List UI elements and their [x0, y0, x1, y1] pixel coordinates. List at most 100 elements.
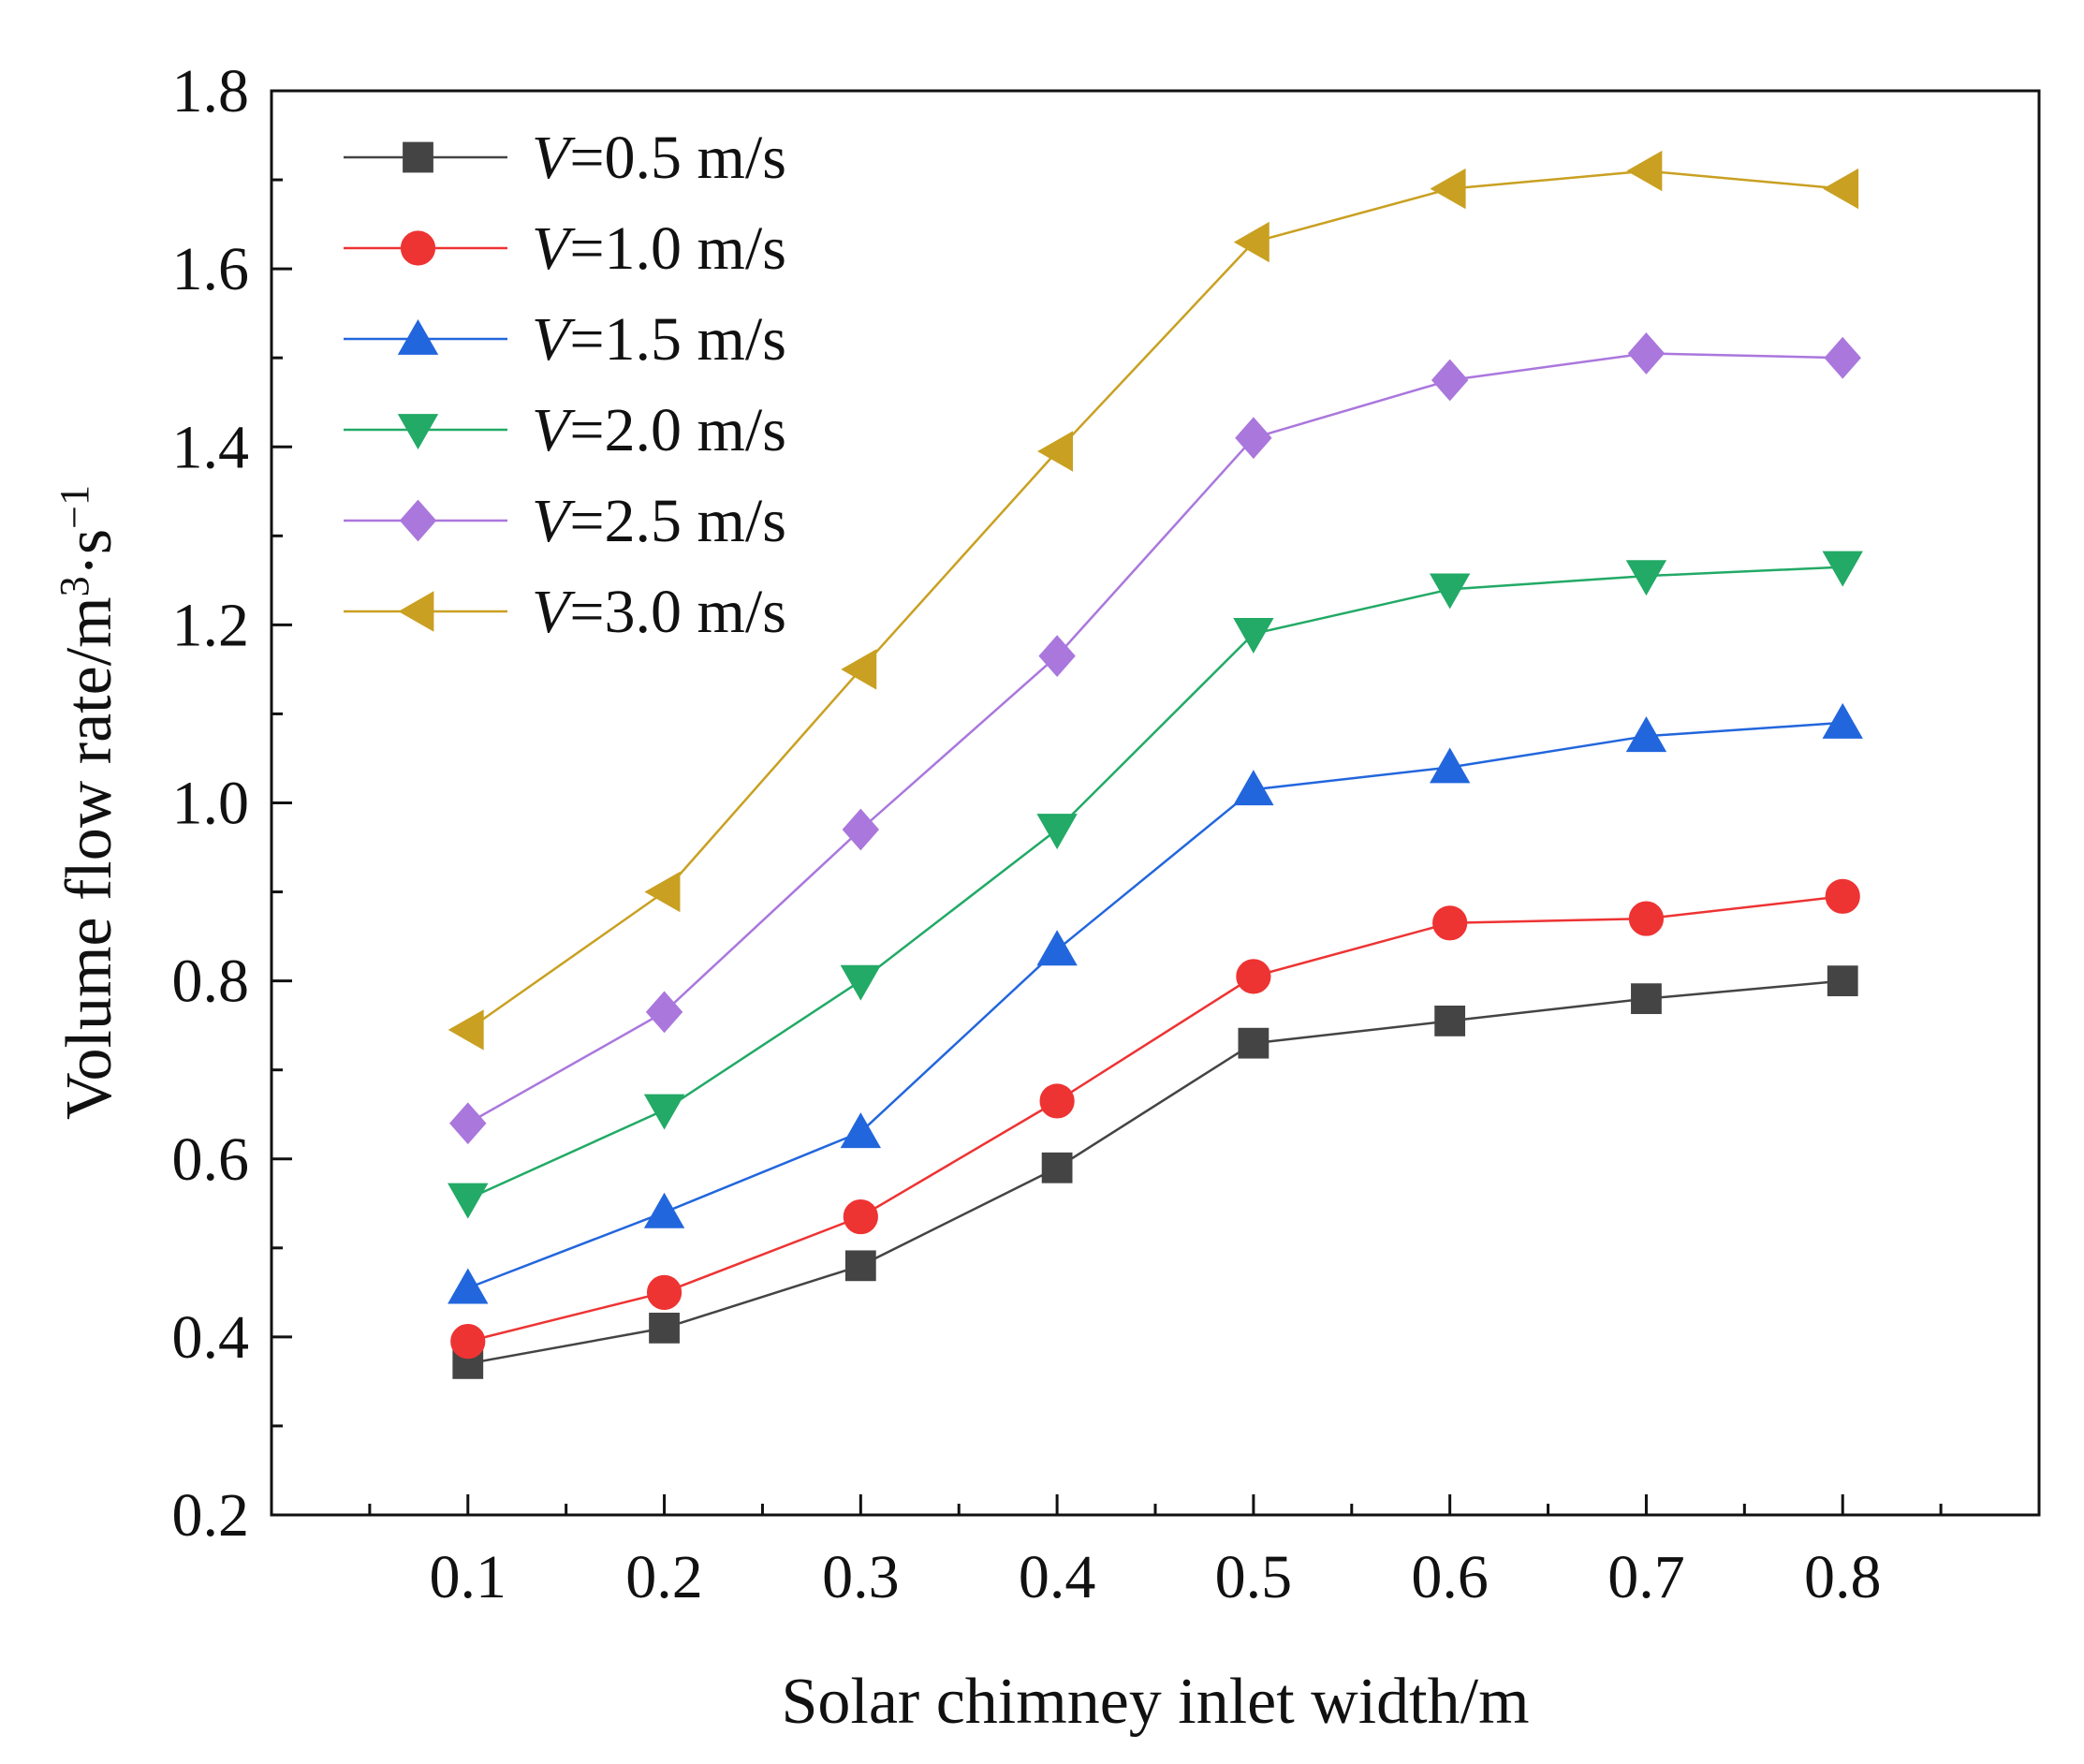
legend-entry: V=3.0 m/s: [344, 578, 786, 646]
data-point: [1432, 905, 1468, 941]
data-point: [1233, 770, 1274, 806]
legend-label-rest: =1.5 m/s: [569, 305, 786, 374]
y-tick-label: 1.2: [172, 591, 250, 659]
data-point: [1236, 959, 1271, 994]
legend-entry: V=1.0 m/s: [344, 214, 786, 283]
legend-label: V=2.5 m/s: [532, 487, 786, 555]
data-point: [843, 1198, 878, 1235]
data-point: [649, 1312, 680, 1344]
data-point: [1238, 1027, 1269, 1059]
legend-marker: [397, 414, 439, 450]
data-point: [842, 808, 880, 851]
legend-marker: [403, 141, 433, 173]
tick-marks: [272, 89, 1943, 1517]
data-point: [1038, 635, 1076, 678]
x-tick-label: 0.6: [1411, 1543, 1489, 1611]
legend-label-rest: =2.5 m/s: [569, 487, 786, 555]
legend-entry: V=2.5 m/s: [344, 487, 786, 555]
legend-label: V=2.0 m/s: [532, 396, 786, 464]
y-tick-label: 1.0: [172, 770, 250, 838]
data-point: [448, 1183, 489, 1219]
y-tick-label: 1.8: [172, 57, 250, 125]
data-point: [844, 1250, 876, 1282]
data-point: [1627, 332, 1666, 375]
x-axis-title: Solar chimney inlet width/m: [781, 1666, 1529, 1738]
data-point: [1625, 716, 1667, 753]
data-point: [1625, 560, 1667, 596]
plot-frame: [270, 89, 2041, 1517]
legend-label-italic: V: [532, 578, 576, 646]
data-point: [1827, 965, 1858, 997]
series-6: [448, 150, 1859, 1051]
data-point: [1822, 551, 1863, 587]
legend-label: V=0.5 m/s: [532, 124, 786, 192]
x-tick-label: 0.5: [1215, 1543, 1293, 1611]
legend-marker: [399, 499, 437, 542]
y-tick-label: 0.2: [172, 1481, 250, 1550]
legend-label-italic: V: [532, 487, 576, 555]
y-tick-label: 1.4: [172, 413, 250, 481]
data-point: [1233, 617, 1274, 654]
x-tick-labels: 0.1 0.2 0.3 0.4 0.5 0.6 0.7 0.8: [430, 1543, 1882, 1611]
legend-label-rest: =3.0 m/s: [569, 578, 786, 646]
data-point: [1235, 417, 1272, 460]
data-point: [1039, 1083, 1075, 1119]
x-tick-label: 0.7: [1607, 1543, 1685, 1611]
data-point: [1822, 702, 1863, 739]
data-point: [1233, 221, 1269, 263]
legend-label-rest: =0.5 m/s: [569, 124, 786, 192]
series-line: [467, 721, 1843, 1289]
data-point: [643, 1094, 685, 1130]
series-5: [449, 332, 1861, 1145]
legend-marker: [400, 230, 436, 266]
legend-label-rest: =1.0 m/s: [569, 214, 786, 283]
y-axis-title-mid: ·s: [53, 529, 125, 577]
series-4: [448, 551, 1863, 1219]
data-point: [450, 1324, 486, 1360]
legend-entry: V=2.0 m/s: [344, 396, 786, 464]
data-point: [1823, 168, 1859, 210]
data-point: [1626, 150, 1663, 192]
data-point: [1430, 168, 1466, 210]
data-point: [1631, 983, 1662, 1015]
data-point: [644, 871, 681, 913]
series-line: [467, 169, 1843, 1031]
data-point: [1429, 747, 1471, 784]
legend-label-italic: V: [532, 124, 576, 192]
series-line: [467, 895, 1843, 1343]
legend: V=0.5 m/sV=1.0 m/sV=1.5 m/sV=2.0 m/sV=2.…: [344, 124, 786, 646]
data-point: [1824, 336, 1861, 379]
x-tick-label: 0.1: [430, 1543, 507, 1611]
legend-label-rest: =2.0 m/s: [569, 396, 786, 464]
data-point: [1429, 573, 1471, 610]
y-tick-label: 0.4: [172, 1303, 250, 1372]
series-2: [450, 878, 1860, 1360]
data-point: [646, 1274, 682, 1310]
y-axis-title-main: Volume flow rate/m: [53, 596, 125, 1120]
data-point: [1825, 878, 1860, 914]
series-layer: [448, 150, 1863, 1379]
data-point: [1628, 901, 1665, 936]
data-point: [449, 1102, 487, 1145]
legend-label-italic: V: [532, 396, 576, 464]
legend-label: V=1.5 m/s: [532, 305, 786, 374]
x-tick-label: 0.3: [822, 1543, 900, 1611]
data-point: [1434, 1006, 1466, 1036]
data-point: [1036, 814, 1078, 850]
data-point: [1037, 431, 1074, 472]
y-axis-title-sup2: −1: [51, 485, 97, 529]
y-tick-label: 0.8: [172, 948, 250, 1016]
data-point: [840, 964, 882, 1001]
legend-marker: [397, 318, 439, 355]
series-3: [448, 702, 1863, 1304]
data-point: [448, 1268, 489, 1304]
data-point: [1036, 930, 1078, 966]
x-tick-label: 0.8: [1804, 1543, 1882, 1611]
y-tick-labels: 0.2 0.4 0.6 0.8 1.0 1.2 1.4 1.6 1.8: [172, 57, 250, 1550]
data-point: [645, 991, 683, 1034]
legend-marker: [398, 591, 434, 632]
legend-label-italic: V: [532, 214, 576, 283]
x-tick-label: 0.4: [1019, 1543, 1096, 1611]
data-point: [840, 1112, 882, 1149]
